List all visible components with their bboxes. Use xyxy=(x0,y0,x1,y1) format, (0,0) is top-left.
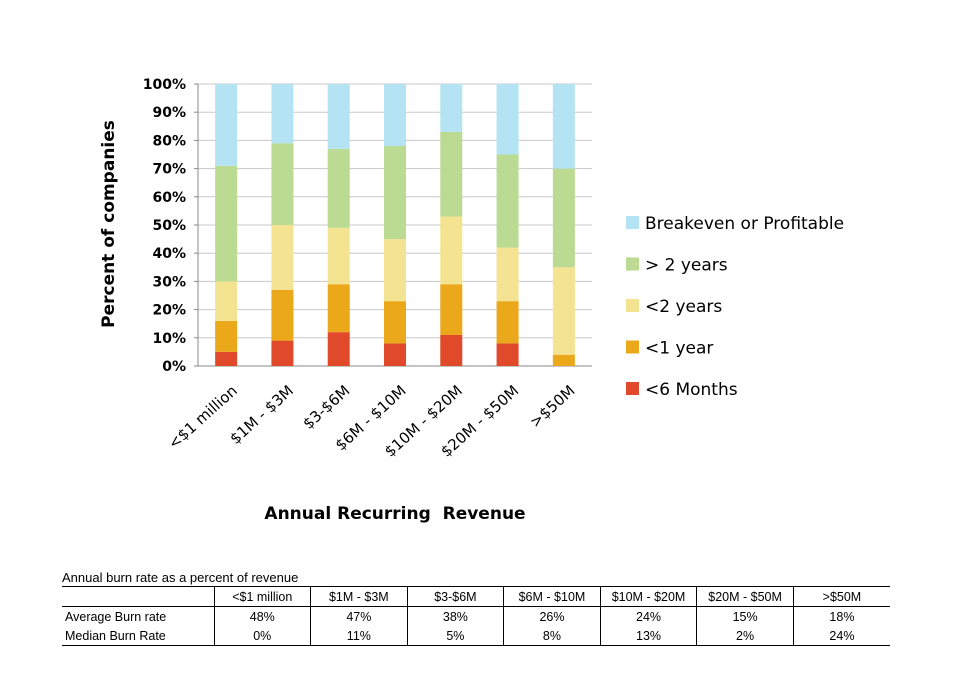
legend-swatch xyxy=(626,340,639,354)
burn-rate-table-section: Annual burn rate as a percent of revenue… xyxy=(62,569,890,646)
column-header: $6M - $10M xyxy=(503,586,601,607)
bar-segment xyxy=(496,343,519,366)
stacked-bar-chart: 0% 10% 20% 30% 40% 50% 60% 70% 80% 90% 100% <$1 mi… xyxy=(99,77,844,524)
bar-segment xyxy=(384,84,406,147)
table-cell: 8% xyxy=(503,626,601,646)
legend: Breakeven or Profitable > 2 years <2 years… xyxy=(626,214,844,400)
table-cell: 47% xyxy=(310,606,408,626)
column-header: $20M - $50M xyxy=(696,586,794,607)
x-axis-categories: <$1 million$1M - $3M $3-$6M$6M - $10M$10M… xyxy=(165,382,579,461)
bar-segment xyxy=(496,154,519,248)
bar-segment xyxy=(552,267,575,355)
bar-segment xyxy=(552,84,575,169)
table-cell: 38% xyxy=(406,606,504,626)
bar-segment xyxy=(327,84,350,149)
column-header: <$1 million xyxy=(213,586,311,607)
legend-swatch xyxy=(626,382,639,395)
bar-segment xyxy=(440,84,463,132)
legend-label: <2 years xyxy=(645,297,722,317)
table-title: Annual burn rate as a percent of revenue xyxy=(62,570,299,585)
y-tick-label: 100% xyxy=(143,77,186,93)
bar-segment xyxy=(496,247,519,302)
bar-segment xyxy=(271,143,294,225)
table-cell: 26% xyxy=(503,606,601,626)
table-cell: 13% xyxy=(599,626,697,646)
bar-segment xyxy=(552,168,575,268)
bar-segment xyxy=(440,334,463,366)
bar-segment xyxy=(271,225,294,290)
bar-segment xyxy=(496,301,519,344)
bar-segment xyxy=(440,216,463,285)
x-category-label: <$1 million xyxy=(165,382,241,453)
bar-segment xyxy=(384,301,406,344)
bar-segment xyxy=(215,165,238,282)
table-cell: 48% xyxy=(213,606,311,626)
table-cell: 18% xyxy=(792,606,890,626)
table-row: Average Burn rate 48% 47% 38% 26% 24% 15% 18% xyxy=(62,606,890,626)
bar-segment xyxy=(271,84,294,144)
column-header: $10M - $20M xyxy=(599,586,697,607)
bar-segment xyxy=(327,332,350,366)
bar-segment xyxy=(215,320,238,352)
y-axis-title: Percent of companies xyxy=(99,120,119,328)
y-axis-ticks: 0% 10% 20% 30% 40% 50% 60% 70% 80% 90% 100% xyxy=(143,77,186,375)
column-header: $3-$6M xyxy=(406,586,504,607)
bar-segment xyxy=(327,284,350,333)
table-row: Median Burn Rate 0% 11% 5% 8% 13% 2% 24% xyxy=(62,626,890,646)
bar-segment xyxy=(271,289,294,341)
column-header: >$50M xyxy=(792,586,890,607)
bar-segment xyxy=(271,340,294,366)
bar-segment xyxy=(384,239,406,302)
table-cell: 24% xyxy=(792,626,890,646)
y-tick-label: 90% xyxy=(152,105,186,121)
table-cell: 2% xyxy=(696,626,794,646)
header-blank xyxy=(62,587,214,607)
legend-label: <1 year xyxy=(645,339,713,359)
bar-segment xyxy=(215,351,238,366)
table-cell: 11% xyxy=(310,626,408,646)
table-cell: 24% xyxy=(599,606,697,626)
bar-segment xyxy=(440,131,463,217)
x-axis-title: Annual Recurring Revenue xyxy=(264,504,525,524)
legend-swatch xyxy=(626,257,639,271)
column-header: $1M - $3M xyxy=(310,586,408,607)
legend-swatch xyxy=(626,216,639,229)
bar-segment xyxy=(327,148,350,228)
table-cell: 0% xyxy=(213,626,311,646)
bar-segment xyxy=(496,84,519,155)
legend-label: Breakeven or Profitable xyxy=(645,214,844,234)
y-tick-label: 20% xyxy=(152,303,186,319)
y-tick-label: 50% xyxy=(152,218,186,234)
bar-segment xyxy=(552,354,575,366)
table-cell: 15% xyxy=(696,606,794,626)
y-tick-label: 10% xyxy=(152,331,186,347)
x-category-label: >$50M xyxy=(526,382,578,432)
bar-segment xyxy=(215,281,238,321)
table-cell: 5% xyxy=(406,626,504,646)
legend-swatch xyxy=(626,299,639,312)
burn-rate-table: <$1 million $1M - $3M $3-$6M $6M - $10M $10M… xyxy=(62,586,890,646)
row-label: Average Burn rate xyxy=(65,609,167,624)
legend-label: <6 Months xyxy=(645,380,738,400)
y-tick-label: 70% xyxy=(152,162,186,178)
y-tick-label: 60% xyxy=(152,190,186,206)
bar-segment xyxy=(327,227,350,285)
x-category-label: $3-$6M xyxy=(299,382,353,433)
legend-label: > 2 years xyxy=(645,256,728,276)
bar-segment xyxy=(384,343,406,366)
y-tick-label: 30% xyxy=(152,274,186,290)
y-tick-label: 80% xyxy=(152,133,186,149)
table-header-row: <$1 million $1M - $3M $3-$6M $6M - $10M $10M… xyxy=(62,586,890,607)
y-tick-label: 0% xyxy=(162,359,186,375)
y-tick-label: 40% xyxy=(152,246,186,262)
bars xyxy=(215,84,575,366)
bar-segment xyxy=(384,146,406,240)
row-label: Median Burn Rate xyxy=(65,628,166,643)
bar-segment xyxy=(215,84,238,166)
bar-segment xyxy=(440,284,463,335)
